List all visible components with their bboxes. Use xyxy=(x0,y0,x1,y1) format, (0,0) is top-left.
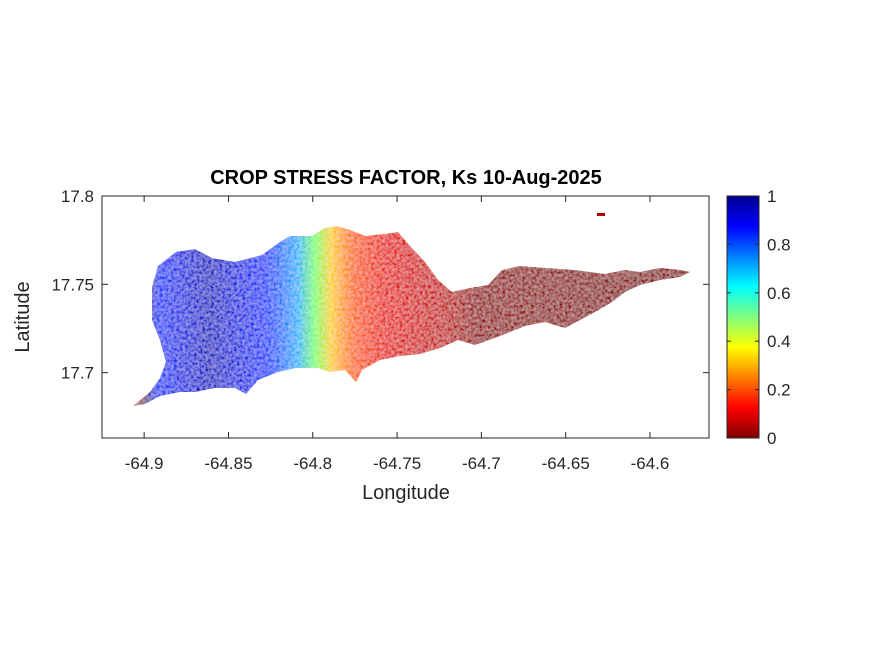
colorbar-tick-label: 1 xyxy=(767,187,776,206)
x-tick-label: -64.65 xyxy=(542,454,590,473)
x-tick-label: -64.7 xyxy=(462,454,501,473)
island-heatmap xyxy=(133,226,690,406)
heatmap-area xyxy=(133,213,690,406)
colorbar-tick-label: 0.4 xyxy=(767,332,791,351)
colorbar xyxy=(726,195,760,439)
y-tick-label: 17.7 xyxy=(61,364,94,383)
colorbar-ticks: 0 0.2 0.4 0.6 0.8 1 xyxy=(727,187,791,448)
axes-frame xyxy=(101,195,710,439)
islet xyxy=(597,213,605,216)
y-tick-label: 17.8 xyxy=(61,187,94,206)
x-tick-label: -64.85 xyxy=(204,454,252,473)
chart-title: CROP STRESS FACTOR, Ks 10-Aug-2025 xyxy=(210,167,602,189)
colorbar-tick-label: 0.2 xyxy=(767,381,791,400)
x-tick-label: -64.9 xyxy=(125,454,164,473)
x-tick-label: -64.75 xyxy=(373,454,421,473)
y-axis-label: Latitude xyxy=(12,281,34,352)
colorbar-tick-label: 0.8 xyxy=(767,235,791,254)
y-tick-label: 17.75 xyxy=(51,275,94,294)
y-axis-ticks: 17.7 17.75 17.8 xyxy=(51,187,709,383)
x-axis-ticks: -64.9 -64.85 -64.8 -64.75 -64.7 -64.65 -64.6 xyxy=(125,196,670,473)
x-tick-label: -64.8 xyxy=(293,454,332,473)
colorbar-tick-label: 0.6 xyxy=(767,284,791,303)
x-tick-label: -64.6 xyxy=(631,454,670,473)
x-axis-label: Longitude xyxy=(362,482,450,504)
colorbar-tick-label: 0 xyxy=(767,429,776,448)
